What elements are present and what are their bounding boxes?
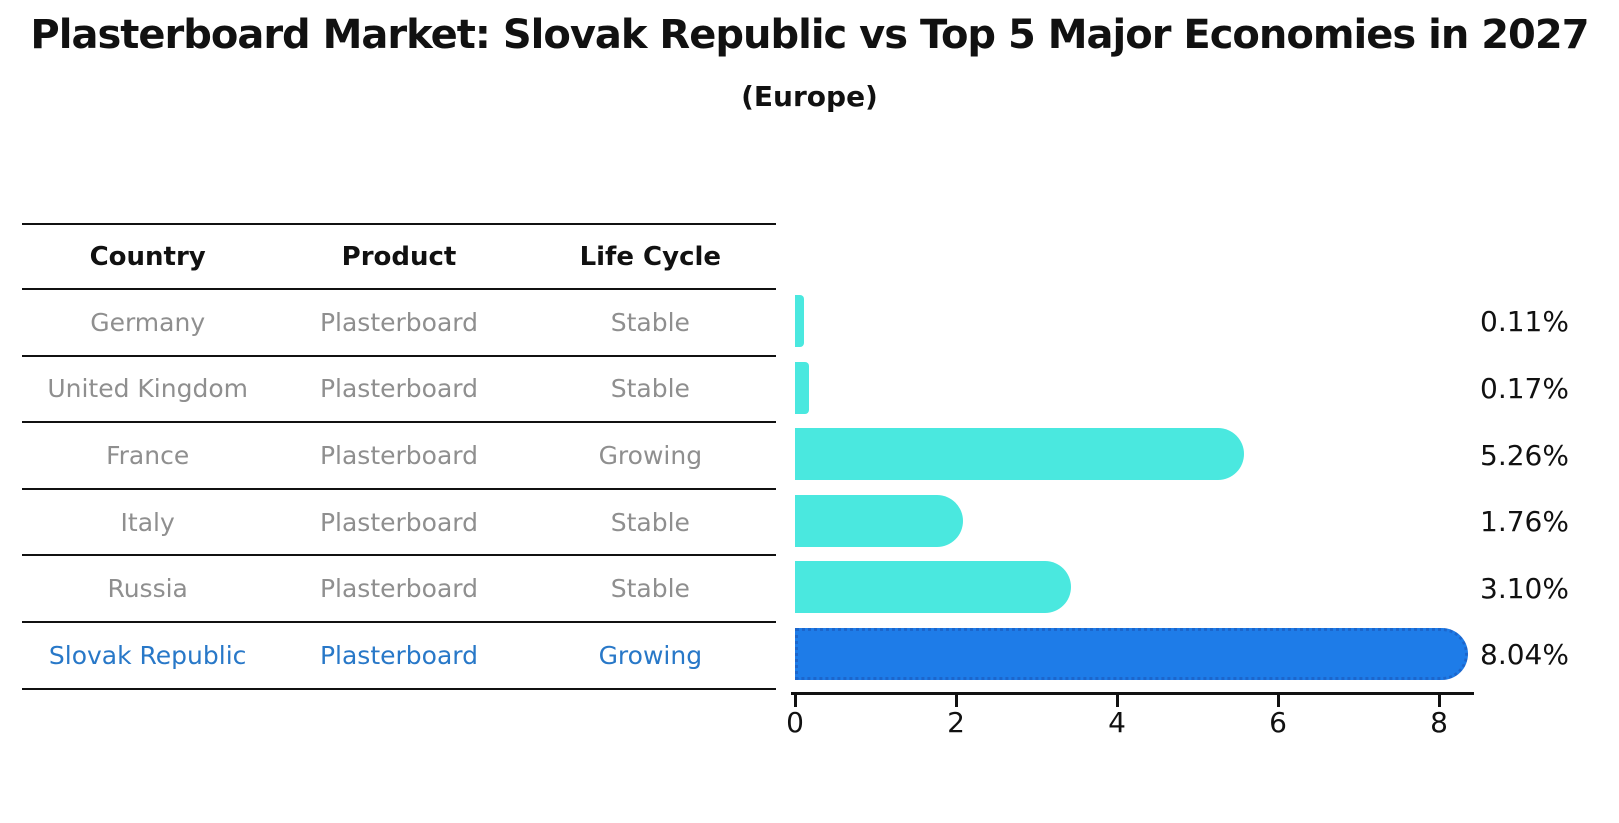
- bar-value-label: 5.26%: [1480, 438, 1569, 472]
- x-axis-tick: [1116, 695, 1119, 707]
- bar-united-kingdom: [795, 361, 809, 414]
- table-cell-product: Plasterboard: [319, 374, 478, 404]
- x-axis-tick-label: 2: [947, 706, 965, 739]
- table-cell-country: Germany: [90, 307, 206, 337]
- table-cell-product: Plasterboard: [319, 574, 478, 604]
- x-axis-tick: [955, 695, 958, 707]
- bar-value-label: 1.76%: [1480, 505, 1569, 539]
- x-axis-tick: [1277, 695, 1280, 707]
- table-row: United Kingdom Plasterboard Stable: [22, 357, 776, 424]
- x-axis-line: [791, 692, 1474, 695]
- table-header-product: Product: [341, 241, 457, 272]
- table-cell-country: France: [106, 440, 190, 470]
- table-cell-product: Plasterboard: [319, 307, 478, 337]
- bar-value-label: 0.11%: [1480, 305, 1569, 339]
- x-axis-tick-label: 8: [1430, 706, 1448, 739]
- table-cell-country: United Kingdom: [47, 374, 248, 404]
- x-axis-tick: [1438, 695, 1441, 707]
- chart-subtitle: (Europe): [741, 80, 878, 113]
- x-axis-tick-label: 4: [1108, 706, 1126, 739]
- table-header-row: Country Product Life Cycle: [22, 225, 776, 290]
- table-row: Italy Plasterboard Stable: [22, 490, 776, 557]
- x-axis-tick-label: 6: [1269, 706, 1287, 739]
- table-cell-country: Russia: [107, 574, 188, 604]
- bar-value-label: 8.04%: [1480, 638, 1569, 672]
- table-cell-country: Italy: [120, 507, 175, 537]
- table-cell-product: Plasterboard: [319, 440, 478, 470]
- bar-value-label: 3.10%: [1480, 571, 1569, 605]
- country-table: Country Product Life Cycle Germany Plasterbo…: [22, 223, 776, 690]
- table-cell-life-cycle: Stable: [610, 374, 690, 404]
- table-cell-life-cycle: Growing: [598, 440, 703, 470]
- bar-germany: [795, 295, 804, 347]
- page-title: Plasterboard Market: Slovak Republic vs …: [30, 12, 1589, 58]
- bar-slovak-republic: [795, 628, 1469, 680]
- table-header-life-cycle: Life Cycle: [579, 241, 722, 272]
- table-cell-life-cycle: Stable: [610, 507, 690, 537]
- table-cell-country: Slovak Republic: [48, 640, 247, 670]
- table-cell-life-cycle: Stable: [610, 307, 690, 337]
- table-row: Germany Plasterboard Stable: [22, 290, 776, 357]
- bar-france: [795, 428, 1245, 481]
- bar-italy: [795, 494, 963, 547]
- x-axis-tick: [794, 695, 797, 707]
- bar-russia: [795, 561, 1071, 614]
- table-cell-life-cycle: Stable: [610, 574, 690, 604]
- table-cell-product: Plasterboard: [319, 640, 478, 670]
- table-header-country: Country: [89, 241, 206, 272]
- bar-value-label: 0.17%: [1480, 371, 1569, 405]
- x-axis-tick-label: 0: [786, 706, 804, 739]
- table-cell-life-cycle: Growing: [598, 640, 703, 670]
- table-row: Russia Plasterboard Stable: [22, 556, 776, 623]
- table-row: Slovak Republic Plasterboard Growing: [22, 623, 776, 690]
- table-row: France Plasterboard Growing: [22, 423, 776, 490]
- table-cell-product: Plasterboard: [319, 507, 478, 537]
